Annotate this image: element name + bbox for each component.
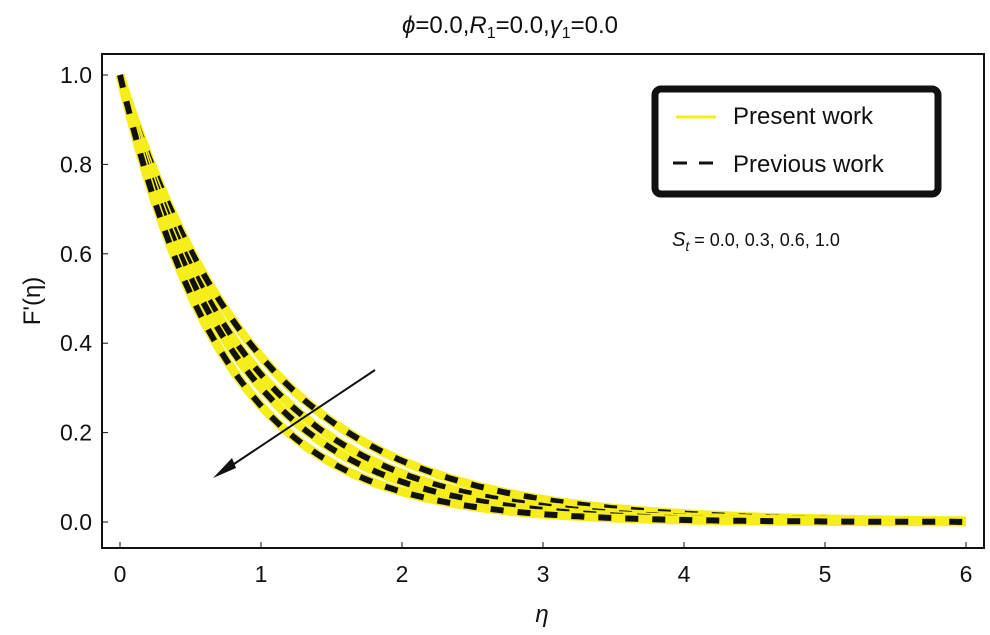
y-tick-label: 1.0 — [60, 62, 92, 88]
x-tick-label: 4 — [678, 561, 691, 587]
y-tick-label: 0.2 — [60, 420, 92, 446]
x-axis-ticks: 0 1 2 3 4 5 6 — [114, 542, 973, 587]
y-tick-label: 0.8 — [60, 151, 92, 177]
legend-item-previous-work: Previous work — [733, 151, 885, 178]
y-axis-label: F'(η) — [19, 277, 46, 326]
x-axis-label: η — [535, 601, 548, 628]
plot-curves — [115, 73, 967, 527]
previous-work-curve — [117, 74, 966, 525]
y-tick-label: 0.4 — [60, 330, 92, 356]
y-tick-label: 0.6 — [60, 241, 92, 267]
st-annotation: St = 0.0, 0.3, 0.6, 1.0 — [672, 229, 840, 254]
x-tick-label: 5 — [819, 561, 832, 587]
chart-title: ϕ=0.0,R1=0.0,γ1=0.0 — [402, 12, 618, 42]
direction-arrow — [213, 369, 376, 478]
y-tick-label: 0.0 — [60, 509, 92, 535]
x-tick-label: 1 — [255, 561, 268, 587]
x-tick-label: 0 — [114, 561, 127, 587]
legend-item-present-work: Present work — [733, 103, 874, 130]
y-axis-ticks: 0.0 0.2 0.4 0.6 0.8 1.0 — [60, 62, 108, 535]
x-tick-label: 6 — [960, 561, 973, 587]
legend: Present work Previous work — [651, 85, 942, 198]
x-tick-label: 2 — [396, 561, 409, 587]
x-tick-label: 3 — [537, 561, 550, 587]
